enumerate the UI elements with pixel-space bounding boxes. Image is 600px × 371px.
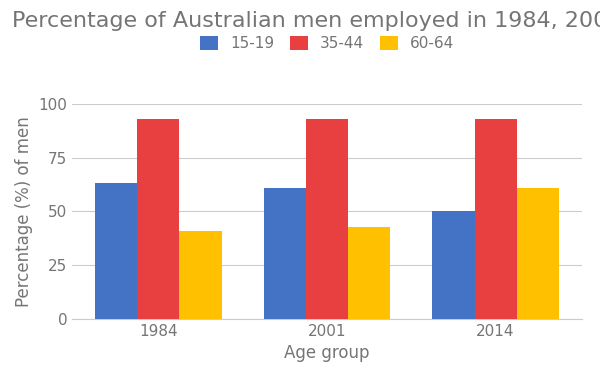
- Bar: [95, 184, 137, 319]
- Bar: [264, 188, 306, 319]
- Bar: [475, 119, 517, 319]
- Bar: [433, 211, 475, 319]
- X-axis label: Age group: Age group: [284, 345, 370, 362]
- Bar: [348, 227, 390, 319]
- Bar: [179, 231, 221, 319]
- Bar: [517, 188, 559, 319]
- Text: Percentage of Australian men employed in 1984, 2001, 2014: Percentage of Australian men employed in…: [12, 11, 600, 31]
- Y-axis label: Percentage (%) of men: Percentage (%) of men: [15, 116, 33, 307]
- Legend: 15-19, 35-44, 60-64: 15-19, 35-44, 60-64: [194, 30, 460, 57]
- Bar: [306, 119, 348, 319]
- Bar: [137, 119, 179, 319]
